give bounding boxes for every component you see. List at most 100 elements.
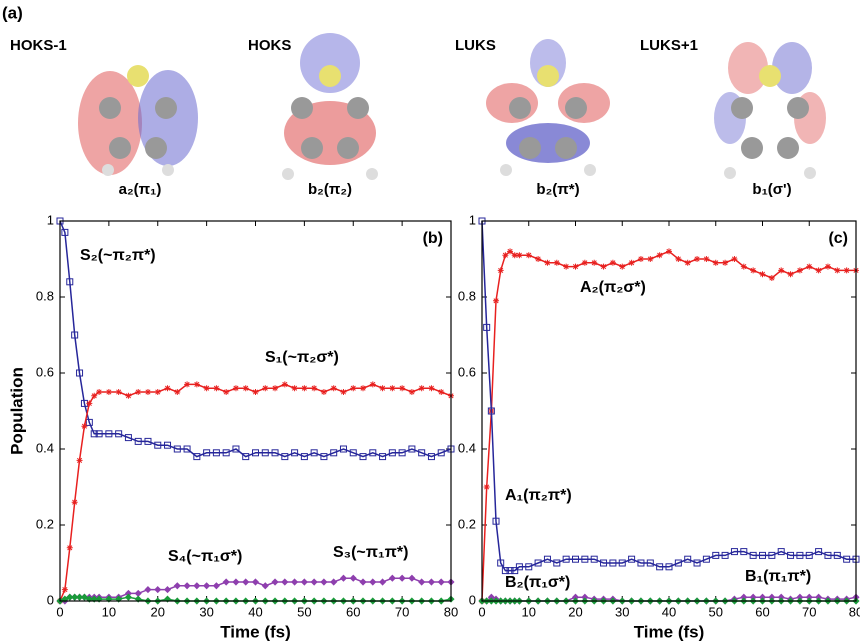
x-tick-label: 30 bbox=[615, 604, 629, 619]
marker bbox=[544, 260, 550, 266]
marker bbox=[769, 275, 775, 281]
marker bbox=[253, 579, 259, 585]
marker bbox=[601, 264, 607, 270]
marker bbox=[301, 579, 307, 585]
marker bbox=[502, 252, 508, 258]
marker bbox=[321, 389, 327, 395]
marker bbox=[62, 587, 68, 593]
marker bbox=[243, 385, 249, 391]
marker bbox=[573, 264, 579, 270]
x-tick-label: 40 bbox=[662, 604, 676, 619]
marker bbox=[713, 260, 719, 266]
marker bbox=[174, 389, 180, 395]
x-axis-label: Time (fs) bbox=[220, 622, 291, 641]
marker bbox=[311, 579, 317, 585]
series-label: B₂(π₁σ*) bbox=[505, 574, 570, 591]
orbital-symmetry: a₂(π₁) bbox=[119, 181, 162, 198]
marker bbox=[96, 389, 102, 395]
x-tick-label: 10 bbox=[522, 604, 536, 619]
series-label: S₂(~π₂π*) bbox=[80, 247, 156, 264]
marker bbox=[844, 267, 850, 273]
series-label: S₄(~π₁σ*) bbox=[168, 548, 242, 565]
y-tick-label: 1 bbox=[469, 212, 476, 227]
marker bbox=[204, 583, 210, 589]
orbital-image bbox=[78, 65, 198, 176]
line bbox=[482, 251, 856, 601]
y-tick-label: 0 bbox=[469, 592, 476, 607]
marker bbox=[516, 252, 522, 258]
marker bbox=[282, 381, 288, 387]
marker bbox=[91, 393, 97, 399]
orbital-name: LUKS bbox=[455, 37, 496, 54]
marker bbox=[204, 385, 210, 391]
marker bbox=[788, 271, 794, 277]
marker bbox=[350, 385, 356, 391]
marker bbox=[380, 385, 386, 391]
marker bbox=[610, 260, 616, 266]
marker bbox=[106, 389, 112, 395]
marker bbox=[81, 423, 87, 429]
marker bbox=[213, 385, 219, 391]
x-tick-label: 20 bbox=[568, 604, 582, 619]
marker bbox=[535, 256, 541, 262]
marker bbox=[657, 252, 663, 258]
orbital-name: LUKS+1 bbox=[640, 37, 698, 54]
marker bbox=[563, 264, 569, 270]
x-tick-label: 50 bbox=[297, 604, 311, 619]
x-axis-label: Time (fs) bbox=[634, 622, 705, 641]
marker bbox=[340, 389, 346, 395]
marker bbox=[223, 579, 229, 585]
marker bbox=[806, 264, 812, 270]
marker bbox=[638, 256, 644, 262]
marker bbox=[493, 298, 499, 304]
marker bbox=[399, 385, 405, 391]
figure: (a) HOKS-1 HOKS LUKS LUKS bbox=[0, 0, 860, 644]
marker bbox=[243, 579, 249, 585]
orbital-symmetry: b₁(σ') bbox=[752, 181, 791, 198]
marker bbox=[694, 256, 700, 262]
marker bbox=[223, 389, 229, 395]
marker bbox=[292, 579, 298, 585]
x-tick-label: 70 bbox=[802, 604, 816, 619]
marker bbox=[484, 484, 490, 490]
marker bbox=[331, 579, 337, 585]
plot-frame bbox=[482, 221, 856, 601]
marker bbox=[155, 389, 161, 395]
y-axis-label: Population bbox=[7, 367, 26, 455]
marker bbox=[311, 385, 317, 391]
marker bbox=[72, 499, 78, 505]
x-tick-label: 40 bbox=[248, 604, 262, 619]
marker bbox=[194, 583, 200, 589]
marker bbox=[760, 271, 766, 277]
marker bbox=[125, 393, 131, 399]
y-tick-label: 0.4 bbox=[458, 440, 476, 455]
y-tick-label: 1 bbox=[47, 212, 54, 227]
x-tick-label: 60 bbox=[755, 604, 769, 619]
marker bbox=[825, 264, 831, 270]
x-tick-label: 30 bbox=[199, 604, 213, 619]
marker bbox=[360, 385, 366, 391]
orbital-symmetry: b₂(π₂) bbox=[308, 181, 352, 198]
marker bbox=[165, 587, 171, 593]
orbital-name: HOKS-1 bbox=[10, 37, 67, 54]
marker bbox=[409, 575, 415, 581]
series-label: A₁(π₂π*) bbox=[505, 487, 572, 504]
marker bbox=[340, 575, 346, 581]
y-tick-label: 0.6 bbox=[36, 364, 54, 379]
marker bbox=[67, 545, 73, 551]
marker bbox=[409, 389, 415, 395]
marker bbox=[174, 583, 180, 589]
marker bbox=[389, 575, 395, 581]
marker bbox=[350, 575, 356, 581]
marker bbox=[86, 400, 92, 406]
line bbox=[482, 221, 856, 571]
marker bbox=[428, 579, 434, 585]
marker bbox=[797, 267, 803, 273]
marker bbox=[685, 260, 691, 266]
marker bbox=[647, 256, 653, 262]
marker bbox=[213, 583, 219, 589]
marker bbox=[145, 389, 151, 395]
x-tick-label: 70 bbox=[395, 604, 409, 619]
marker bbox=[331, 385, 337, 391]
marker bbox=[666, 248, 672, 254]
